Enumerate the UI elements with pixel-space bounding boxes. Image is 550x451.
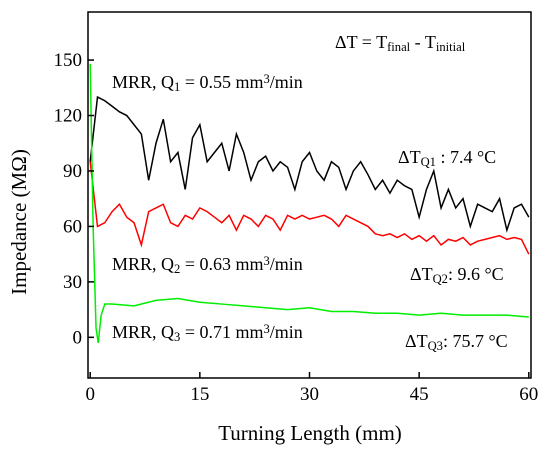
annotation-part: 3 [263, 72, 269, 86]
y-tick-label: 0 [73, 327, 83, 348]
annotation: MRR, Q3 = 0.71 mm3/min [112, 322, 303, 344]
annotation-part: initial [436, 40, 466, 54]
annotation-part: ΔT [410, 264, 433, 284]
x-tick-label: 0 [85, 384, 95, 405]
annotation-part: = 0.55 mm [180, 72, 263, 92]
annotation-part: 3 [263, 322, 269, 336]
x-tick-label: 30 [300, 384, 319, 405]
x-tick-label: 45 [410, 384, 429, 405]
annotation-part: ΔT = T [335, 32, 387, 52]
x-axis-label: Turning Length (mm) [218, 421, 402, 445]
annotation-part: 1 [174, 80, 180, 94]
annotation-part: MRR, Q [112, 254, 174, 274]
series-line [89, 161, 530, 255]
annotation: MRR, Q1 = 0.55 mm3/min [112, 72, 303, 94]
x-tick-label: 15 [190, 384, 209, 405]
annotation: ΔTQ1 : 7.4 °C [398, 147, 496, 169]
y-tick-label: 90 [63, 161, 82, 182]
annotation-part: /min [270, 254, 303, 274]
y-axis-label: Impedance (MΩ) [7, 149, 31, 295]
x-tick-label: 60 [519, 384, 538, 405]
annotation-part: Q2 [433, 272, 448, 286]
annotation: MRR, Q2 = 0.63 mm3/min [112, 254, 303, 276]
annotation-part: = 0.63 mm [180, 254, 263, 274]
annotation-part: : 9.6 °C [448, 264, 504, 284]
annotation-part: : 75.7 °C [443, 331, 508, 351]
annotation-part: final [387, 40, 411, 54]
annotation-part: ΔT [398, 147, 421, 167]
annotation-part: - T [410, 32, 436, 52]
annotation: ΔT = Tfinal - Tinitial [335, 32, 466, 54]
annotation-part: 2 [174, 262, 180, 276]
series-line [89, 63, 529, 343]
annotation-part: = 0.71 mm [180, 322, 263, 342]
annotation-part: ΔT [405, 331, 428, 351]
annotation-part: Q1 [421, 155, 436, 169]
annotation: ΔTQ2: 9.6 °C [410, 264, 504, 286]
y-tick-label: 60 [63, 216, 82, 237]
y-tick-label: 120 [54, 106, 83, 127]
annotation-part: /min [270, 322, 303, 342]
annotation: ΔTQ3: 75.7 °C [405, 331, 508, 353]
series-line [89, 95, 530, 233]
annotation-part: 3 [174, 330, 180, 344]
annotation-part: /min [270, 72, 303, 92]
y-tick-label: 30 [63, 272, 82, 293]
annotation-part: : 7.4 °C [436, 147, 496, 167]
annotation-part: MRR, Q [112, 72, 174, 92]
annotation-part: Q3 [428, 339, 443, 353]
annotation-part: 3 [263, 254, 269, 268]
annotation-part: MRR, Q [112, 322, 174, 342]
y-tick-label: 150 [54, 50, 83, 71]
